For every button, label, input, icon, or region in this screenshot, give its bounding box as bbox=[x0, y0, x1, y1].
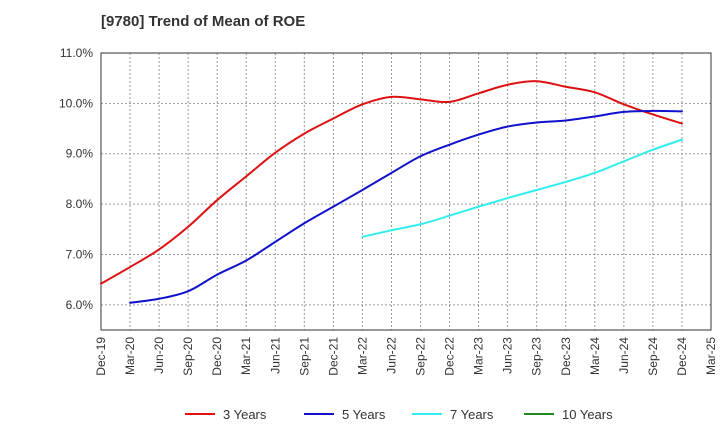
y-tick-label: 10.0% bbox=[59, 96, 93, 110]
x-tick-label: Dec-24 bbox=[675, 337, 689, 376]
x-tick-label: Jun-21 bbox=[268, 337, 282, 374]
x-tick-label: Mar-20 bbox=[123, 337, 137, 375]
x-tick-label: Dec-23 bbox=[559, 337, 573, 376]
x-tick-label: Jun-24 bbox=[617, 337, 631, 374]
chart-title: [9780] Trend of Mean of ROE bbox=[101, 13, 306, 30]
y-tick-label: 7.0% bbox=[66, 247, 94, 261]
x-tick-label: Jun-20 bbox=[152, 337, 166, 374]
x-tick-label: Dec-20 bbox=[210, 337, 224, 376]
x-tick-label: Mar-24 bbox=[588, 337, 602, 375]
x-tick-label: Dec-22 bbox=[443, 337, 457, 376]
x-tick-label: Dec-19 bbox=[94, 337, 108, 376]
x-tick-label: Sep-21 bbox=[297, 337, 311, 376]
x-axis: Dec-19 Mar-20 Jun-20 Sep-20 Dec-20 Mar-21 Jun-… bbox=[94, 337, 718, 376]
legend-label: 5 Years bbox=[342, 407, 386, 422]
x-tick-label: Mar-23 bbox=[472, 337, 486, 375]
y-axis: 6.0% 7.0% 8.0% 9.0% 10.0% 11.0% bbox=[59, 46, 93, 312]
legend-label: 3 Years bbox=[223, 407, 267, 422]
x-tick-label: Sep-22 bbox=[414, 337, 428, 376]
x-tick-label: Sep-24 bbox=[646, 337, 660, 376]
x-tick-label: Jun-22 bbox=[384, 337, 398, 374]
y-tick-label: 11.0% bbox=[60, 46, 93, 60]
x-tick-label: Dec-21 bbox=[326, 337, 340, 376]
y-tick-label: 8.0% bbox=[66, 197, 94, 211]
x-tick-label: Sep-23 bbox=[530, 337, 544, 376]
legend: 3 Years 5 Years 7 Years 10 Years bbox=[185, 407, 613, 422]
x-tick-label: Jun-23 bbox=[501, 337, 515, 374]
series-lines bbox=[100, 80, 683, 304]
plot-area-border bbox=[100, 52, 712, 331]
legend-label: 10 Years bbox=[562, 407, 613, 422]
series-line-3-years bbox=[100, 80, 683, 285]
x-tick-label: Mar-21 bbox=[239, 337, 253, 375]
x-tick-label: Sep-20 bbox=[181, 337, 195, 376]
grid bbox=[101, 53, 711, 330]
series-line-7-years bbox=[361, 138, 683, 238]
y-tick-label: 9.0% bbox=[66, 147, 94, 161]
x-tick-label: Mar-25 bbox=[704, 337, 718, 375]
series-line-5-years bbox=[129, 109, 683, 304]
x-tick-label: Mar-22 bbox=[355, 337, 369, 375]
y-tick-label: 6.0% bbox=[66, 298, 94, 312]
legend-label: 7 Years bbox=[450, 407, 494, 422]
